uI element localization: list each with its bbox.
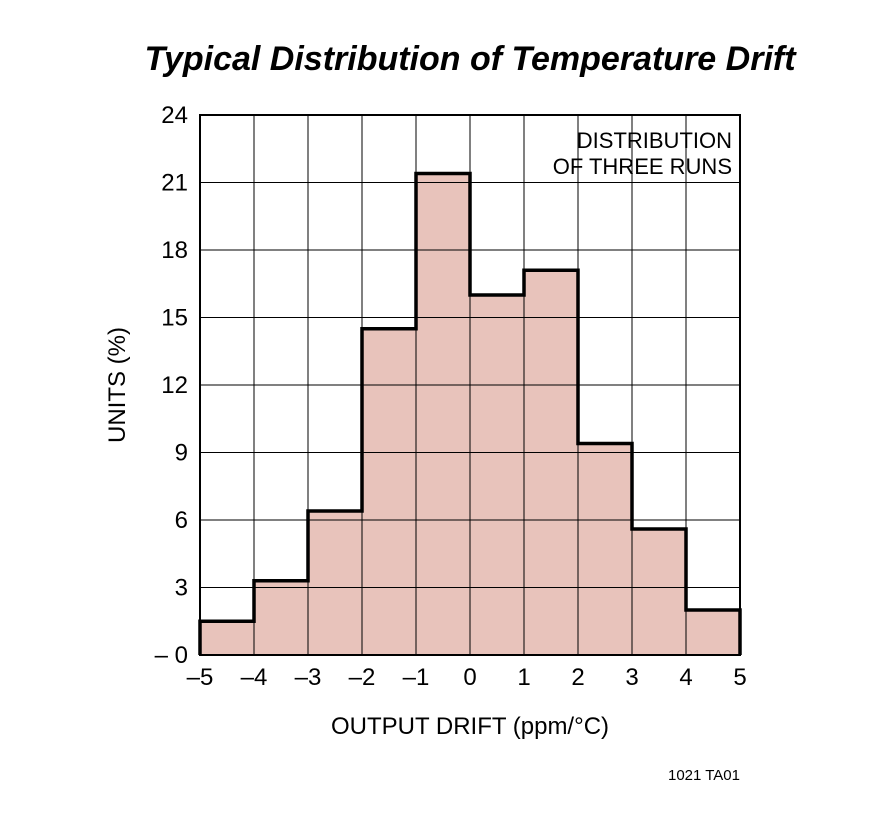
svg-text:18: 18 bbox=[161, 237, 188, 264]
svg-text:3: 3 bbox=[175, 575, 188, 602]
svg-text:6: 6 bbox=[175, 507, 188, 534]
svg-text:21: 21 bbox=[161, 170, 188, 197]
y-axis-label: UNITS (%) bbox=[104, 327, 131, 443]
svg-text:24: 24 bbox=[161, 102, 188, 129]
chart-container: –5–4–3–2–1012345– 03691215182124Typical … bbox=[0, 0, 875, 825]
svg-text:3: 3 bbox=[625, 664, 638, 691]
svg-text:4: 4 bbox=[679, 664, 692, 691]
svg-text:12: 12 bbox=[161, 372, 188, 399]
page-title: Typical Distribution of Temperature Drif… bbox=[144, 40, 797, 78]
svg-text:– 0: – 0 bbox=[155, 642, 188, 669]
svg-text:15: 15 bbox=[161, 305, 188, 332]
svg-text:–1: –1 bbox=[403, 664, 430, 691]
chart-footer: 1021 TA01 bbox=[668, 767, 740, 784]
x-axis-label: OUTPUT DRIFT (ppm/°C) bbox=[331, 713, 609, 740]
svg-text:5: 5 bbox=[733, 664, 746, 691]
svg-text:2: 2 bbox=[571, 664, 584, 691]
svg-text:–4: –4 bbox=[241, 664, 268, 691]
svg-text:–2: –2 bbox=[349, 664, 376, 691]
chart-annotation: OF THREE RUNS bbox=[553, 154, 732, 179]
svg-text:9: 9 bbox=[175, 440, 188, 467]
chart-annotation: DISTRIBUTION bbox=[577, 128, 732, 153]
histogram-chart: –5–4–3–2–1012345– 03691215182124Typical … bbox=[0, 0, 875, 825]
svg-text:–5: –5 bbox=[187, 664, 214, 691]
svg-text:–3: –3 bbox=[295, 664, 322, 691]
svg-text:1: 1 bbox=[517, 664, 530, 691]
svg-text:0: 0 bbox=[463, 664, 476, 691]
